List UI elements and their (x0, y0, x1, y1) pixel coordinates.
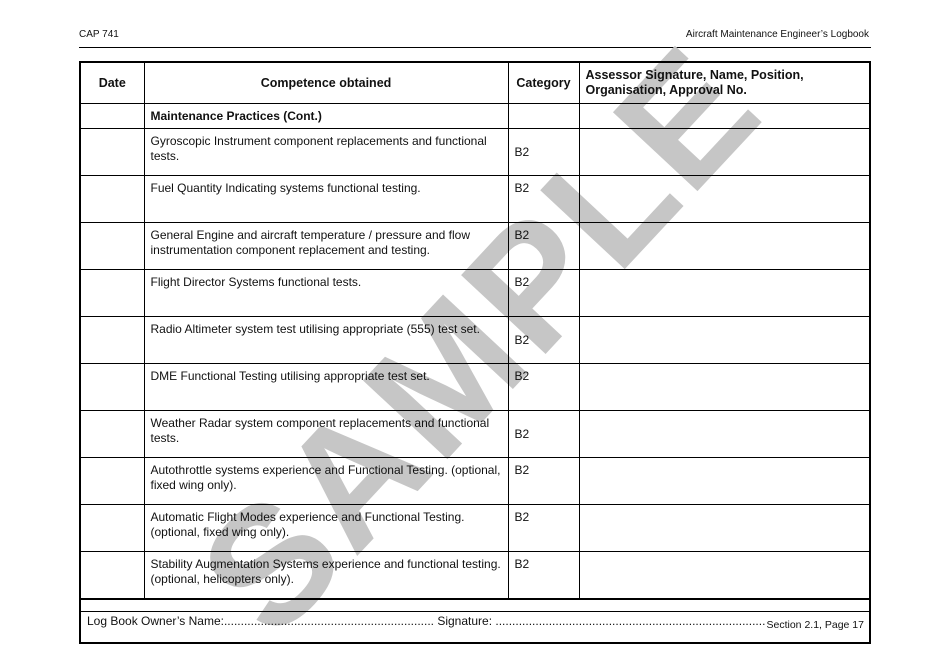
table-row: Automatic Flight Modes experience and Fu… (79, 504, 871, 552)
date-cell[interactable] (79, 128, 145, 176)
category-cell: B2 (507, 316, 580, 364)
category-cell: B2 (507, 269, 580, 317)
assessor-cell[interactable] (578, 457, 871, 505)
assessor-cell[interactable] (578, 175, 871, 223)
table-header-row: Date Competence obtained Category Assess… (79, 61, 871, 104)
category-cell: B2 (507, 457, 580, 505)
competence-cell: Autothrottle systems experience and Func… (143, 457, 509, 505)
document-title: Aircraft Maintenance Engineer’s Logbook (685, 29, 869, 40)
date-cell[interactable] (79, 457, 145, 505)
competence-table: Date Competence obtained Category Assess… (79, 61, 871, 644)
category-cell: B2 (507, 128, 580, 176)
section-row: Maintenance Practices (Cont.) (79, 103, 871, 129)
date-cell[interactable] (79, 410, 145, 458)
competence-cell: Stability Augmentation Systems experienc… (143, 551, 509, 600)
assessor-cell[interactable] (578, 410, 871, 458)
competence-cell: Radio Altimeter system test utilising ap… (143, 316, 509, 364)
date-cell[interactable] (79, 103, 145, 129)
competence-cell: Weather Radar system component replaceme… (143, 410, 509, 458)
competence-cell: General Engine and aircraft temperature … (143, 222, 509, 270)
table-row: Fuel Quantity Indicating systems functio… (79, 175, 871, 223)
date-cell[interactable] (79, 316, 145, 364)
document-code: CAP 741 (79, 29, 119, 40)
table-row: Weather Radar system component replaceme… (79, 410, 871, 458)
date-cell[interactable] (79, 363, 145, 411)
assessor-cell[interactable] (578, 103, 871, 129)
table-row: Flight Director Systems functional tests… (79, 269, 871, 317)
table-row: Gyroscopic Instrument component replacem… (79, 128, 871, 176)
column-header-competence: Competence obtained (143, 61, 509, 104)
assessor-cell[interactable] (578, 363, 871, 411)
assessor-cell[interactable] (578, 269, 871, 317)
category-cell: B2 (507, 504, 580, 552)
column-header-category: Category (507, 61, 580, 104)
category-cell: B2 (507, 222, 580, 270)
table-row: Autothrottle systems experience and Func… (79, 457, 871, 505)
category-cell (507, 103, 580, 129)
owner-signature-line[interactable]: Log Book Owner’s Name:..................… (79, 598, 871, 644)
category-cell: B2 (507, 551, 580, 600)
competence-cell: Flight Director Systems functional tests… (143, 269, 509, 317)
competence-cell: Fuel Quantity Indicating systems functio… (143, 175, 509, 223)
category-cell: B2 (507, 410, 580, 458)
competence-cell: Automatic Flight Modes experience and Fu… (143, 504, 509, 552)
column-header-assessor: Assessor Signature, Name, Position, Orga… (578, 61, 871, 104)
date-cell[interactable] (79, 269, 145, 317)
date-cell[interactable] (79, 551, 145, 600)
table-row: Stability Augmentation Systems experienc… (79, 551, 871, 600)
assessor-cell[interactable] (578, 551, 871, 600)
section-title: Maintenance Practices (Cont.) (143, 103, 509, 129)
assessor-cell[interactable] (578, 316, 871, 364)
header-rule (79, 47, 871, 48)
date-cell[interactable] (79, 222, 145, 270)
date-cell[interactable] (79, 504, 145, 552)
owner-signature-row: Log Book Owner’s Name:..................… (79, 598, 871, 644)
assessor-cell[interactable] (578, 222, 871, 270)
category-cell: B2 (507, 175, 580, 223)
assessor-cell[interactable] (578, 128, 871, 176)
table-row: Radio Altimeter system test utilising ap… (79, 316, 871, 364)
category-cell: B2 (507, 363, 580, 411)
competence-cell: Gyroscopic Instrument component replacem… (143, 128, 509, 176)
competence-cell: DME Functional Testing utilising appropr… (143, 363, 509, 411)
assessor-cell[interactable] (578, 504, 871, 552)
table-row: DME Functional Testing utilising appropr… (79, 363, 871, 411)
date-cell[interactable] (79, 175, 145, 223)
table-row: General Engine and aircraft temperature … (79, 222, 871, 270)
column-header-date: Date (79, 61, 145, 104)
